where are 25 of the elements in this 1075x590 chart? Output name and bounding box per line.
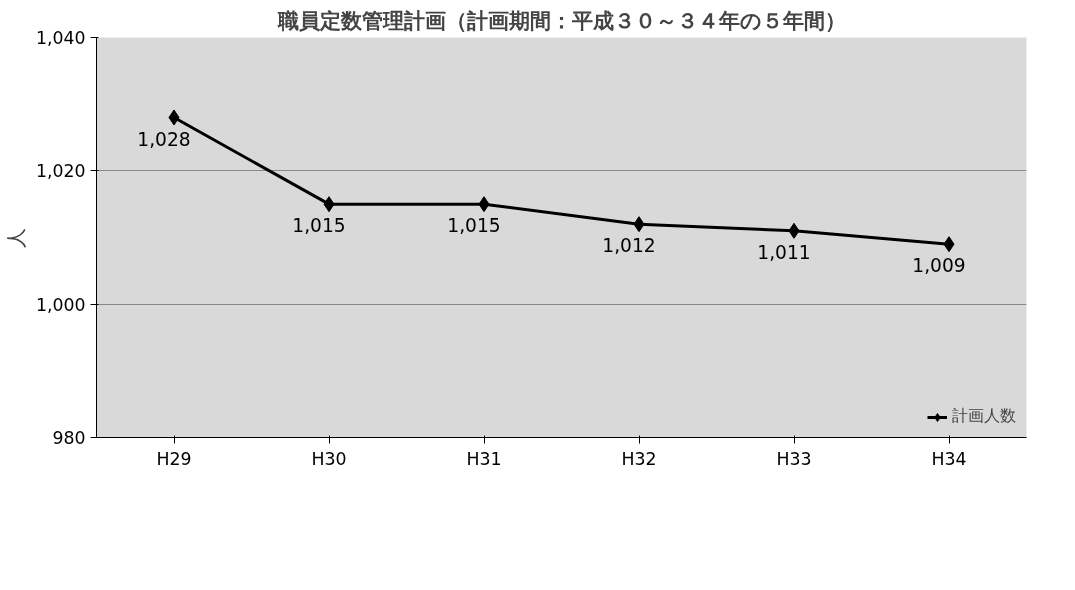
data-label: 1,011 [757, 241, 811, 263]
point [943, 236, 955, 253]
x-tick-label: H31 [466, 448, 502, 469]
y-tick-label: 1,020 [35, 161, 86, 182]
data-label: 1,015 [447, 215, 501, 237]
x-tick-label: H29 [156, 448, 192, 469]
y-axis-title: 人 [3, 227, 28, 248]
y-tick-label: 980 [52, 428, 86, 448]
data-label: 1,012 [602, 235, 656, 257]
y-tick-label: 1,000 [35, 294, 86, 315]
y-tick-label: 1,040 [35, 28, 86, 48]
x-tick-label: H33 [776, 448, 812, 469]
legend-label: 計画人数 [952, 406, 1016, 427]
chart-title: 職員定数管理計画（計画期間：平成３０～３４年の５年間） [276, 7, 846, 33]
point [788, 222, 800, 239]
data-label: 1,015 [292, 215, 346, 237]
data-label: 1,028 [137, 128, 191, 150]
point [323, 196, 335, 213]
point [168, 109, 180, 126]
data-label: 1,009 [912, 255, 966, 277]
point [633, 216, 645, 233]
x-tick-label: H32 [621, 448, 657, 469]
x-tick-label: H34 [931, 448, 967, 469]
x-tick-label: H30 [311, 448, 347, 469]
point [478, 196, 490, 213]
